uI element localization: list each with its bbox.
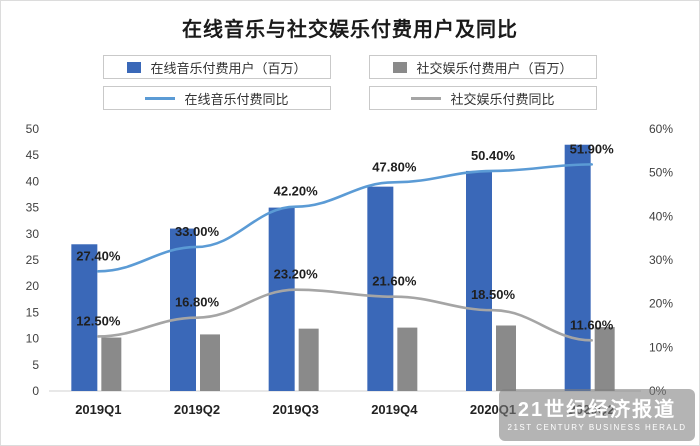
bar-left-1 <box>496 325 516 391</box>
legend-item-2: 在线音乐付费同比 <box>103 86 331 110</box>
legend-item-0: 在线音乐付费用户（百万） <box>103 55 331 79</box>
left-axis-tick: 5 <box>32 358 39 372</box>
data-label: 18.50% <box>471 287 516 302</box>
data-label: 33.00% <box>175 224 220 239</box>
category-label: 2019Q1 <box>75 402 121 417</box>
bar-left-1 <box>200 334 220 391</box>
watermark-title: 21世纪经济报道 <box>517 398 677 421</box>
combo-chart: 051015202530354045500%10%20%30%40%50%60%… <box>26 122 674 417</box>
chart-title: 在线音乐与社交娱乐付费用户及同比 <box>182 19 518 41</box>
data-label: 27.40% <box>76 248 121 263</box>
category-label: 2019Q2 <box>174 402 220 417</box>
bar-left-0 <box>564 144 591 391</box>
legend-label: 在线音乐付费同比 <box>184 91 289 107</box>
bar-left-0 <box>367 186 394 391</box>
legend-row-1: 在线音乐付费用户（百万） 社交娱乐付费用户（百万） <box>103 55 597 79</box>
bar-left-1 <box>298 328 319 391</box>
left-axis-tick: 50 <box>26 122 40 136</box>
legend-item-3: 社交娱乐付费同比 <box>369 86 597 110</box>
right-axis-tick: 40% <box>649 209 673 223</box>
data-label: 11.60% <box>570 317 614 332</box>
data-label: 21.60% <box>372 274 417 289</box>
watermark-badge: 21世纪经济报道 21ST CENTURY BUSINESS HERALD <box>499 389 695 441</box>
right-axis-tick: 10% <box>649 340 673 354</box>
left-axis-tick: 15 <box>26 305 40 319</box>
bar-left-0 <box>466 170 492 391</box>
left-axis-tick: 25 <box>26 253 40 267</box>
legend-row-2: 在线音乐付费同比 社交娱乐付费同比 <box>103 86 597 110</box>
left-axis-tick: 0 <box>32 384 39 398</box>
category-label: 2019Q3 <box>273 402 319 417</box>
social-yoy-line-swatch-icon <box>411 96 442 100</box>
bar-left-1 <box>397 327 418 391</box>
music-users-swatch-icon <box>127 61 142 73</box>
bar-left-1 <box>101 337 122 391</box>
data-label: 47.80% <box>372 159 417 174</box>
data-label: 42.20% <box>274 184 319 199</box>
left-axis-tick: 40 <box>26 174 40 188</box>
right-axis-tick: 30% <box>649 253 673 267</box>
bar-left-0 <box>268 207 295 391</box>
legend: 在线音乐付费用户（百万） 社交娱乐付费用户（百万） 在线音乐付费同比 社交娱乐付… <box>1 55 699 110</box>
social-users-swatch-icon <box>393 61 408 73</box>
line-series-0 <box>97 163 593 273</box>
legend-label: 在线音乐付费用户（百万） <box>150 60 307 76</box>
right-axis-tick: 50% <box>649 166 673 180</box>
right-axis-tick: 60% <box>649 122 673 136</box>
bar-left-0 <box>71 244 98 391</box>
data-label: 23.20% <box>274 267 319 282</box>
legend-label: 社交娱乐付费同比 <box>450 91 555 107</box>
legend-item-1: 社交娱乐付费用户（百万） <box>369 55 597 79</box>
left-axis-tick: 20 <box>26 279 40 293</box>
bar-left-1 <box>594 327 615 391</box>
watermark-subtitle: 21ST CENTURY BUSINESS HERALD <box>507 422 687 432</box>
data-label: 16.80% <box>175 295 220 310</box>
left-axis-tick: 30 <box>26 227 40 241</box>
left-axis-tick: 10 <box>26 332 40 346</box>
left-axis-tick: 45 <box>26 148 40 162</box>
data-label: 12.50% <box>76 313 121 328</box>
bar-left-0 <box>170 228 196 391</box>
right-axis-tick: 20% <box>649 297 673 311</box>
data-label: 51.90% <box>570 141 615 156</box>
category-label: 2019Q4 <box>371 402 418 417</box>
left-axis-tick: 35 <box>26 201 40 215</box>
data-label: 50.40% <box>471 148 516 163</box>
legend-label: 社交娱乐付费用户（百万） <box>416 60 573 76</box>
music-yoy-line-swatch-icon <box>145 96 176 100</box>
line-series-1 <box>97 288 593 342</box>
